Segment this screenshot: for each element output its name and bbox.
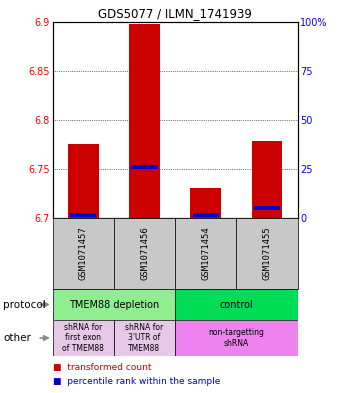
Bar xyxy=(114,218,175,289)
Text: ■  percentile rank within the sample: ■ percentile rank within the sample xyxy=(53,377,220,386)
Text: GSM1071457: GSM1071457 xyxy=(79,227,88,280)
Text: GSM1071454: GSM1071454 xyxy=(201,227,210,280)
Bar xyxy=(254,206,280,210)
Text: TMEM88 depletion: TMEM88 depletion xyxy=(69,299,159,310)
Bar xyxy=(68,144,99,218)
Text: non-targetting
shRNA: non-targetting shRNA xyxy=(208,328,264,348)
Text: shRNA for
first exon
of TMEM88: shRNA for first exon of TMEM88 xyxy=(62,323,104,353)
Bar xyxy=(193,213,219,217)
Text: GSM1071455: GSM1071455 xyxy=(262,227,271,280)
Bar xyxy=(114,320,175,356)
Text: shRNA for
3'UTR of
TMEM88: shRNA for 3'UTR of TMEM88 xyxy=(125,323,164,353)
Text: GSM1071456: GSM1071456 xyxy=(140,227,149,280)
Bar xyxy=(175,289,298,320)
Bar xyxy=(252,141,282,218)
Text: protocol: protocol xyxy=(3,299,46,310)
Bar xyxy=(175,218,236,289)
Title: GDS5077 / ILMN_1741939: GDS5077 / ILMN_1741939 xyxy=(98,7,252,20)
Text: control: control xyxy=(219,299,253,310)
Bar xyxy=(190,188,221,218)
Bar xyxy=(70,213,96,217)
Bar xyxy=(53,320,114,356)
Text: ■  transformed count: ■ transformed count xyxy=(53,363,151,372)
Text: other: other xyxy=(3,333,31,343)
Bar xyxy=(53,218,114,289)
Bar xyxy=(132,165,157,169)
Bar xyxy=(53,289,175,320)
Bar xyxy=(175,320,298,356)
Bar xyxy=(129,24,160,218)
Bar xyxy=(236,218,298,289)
